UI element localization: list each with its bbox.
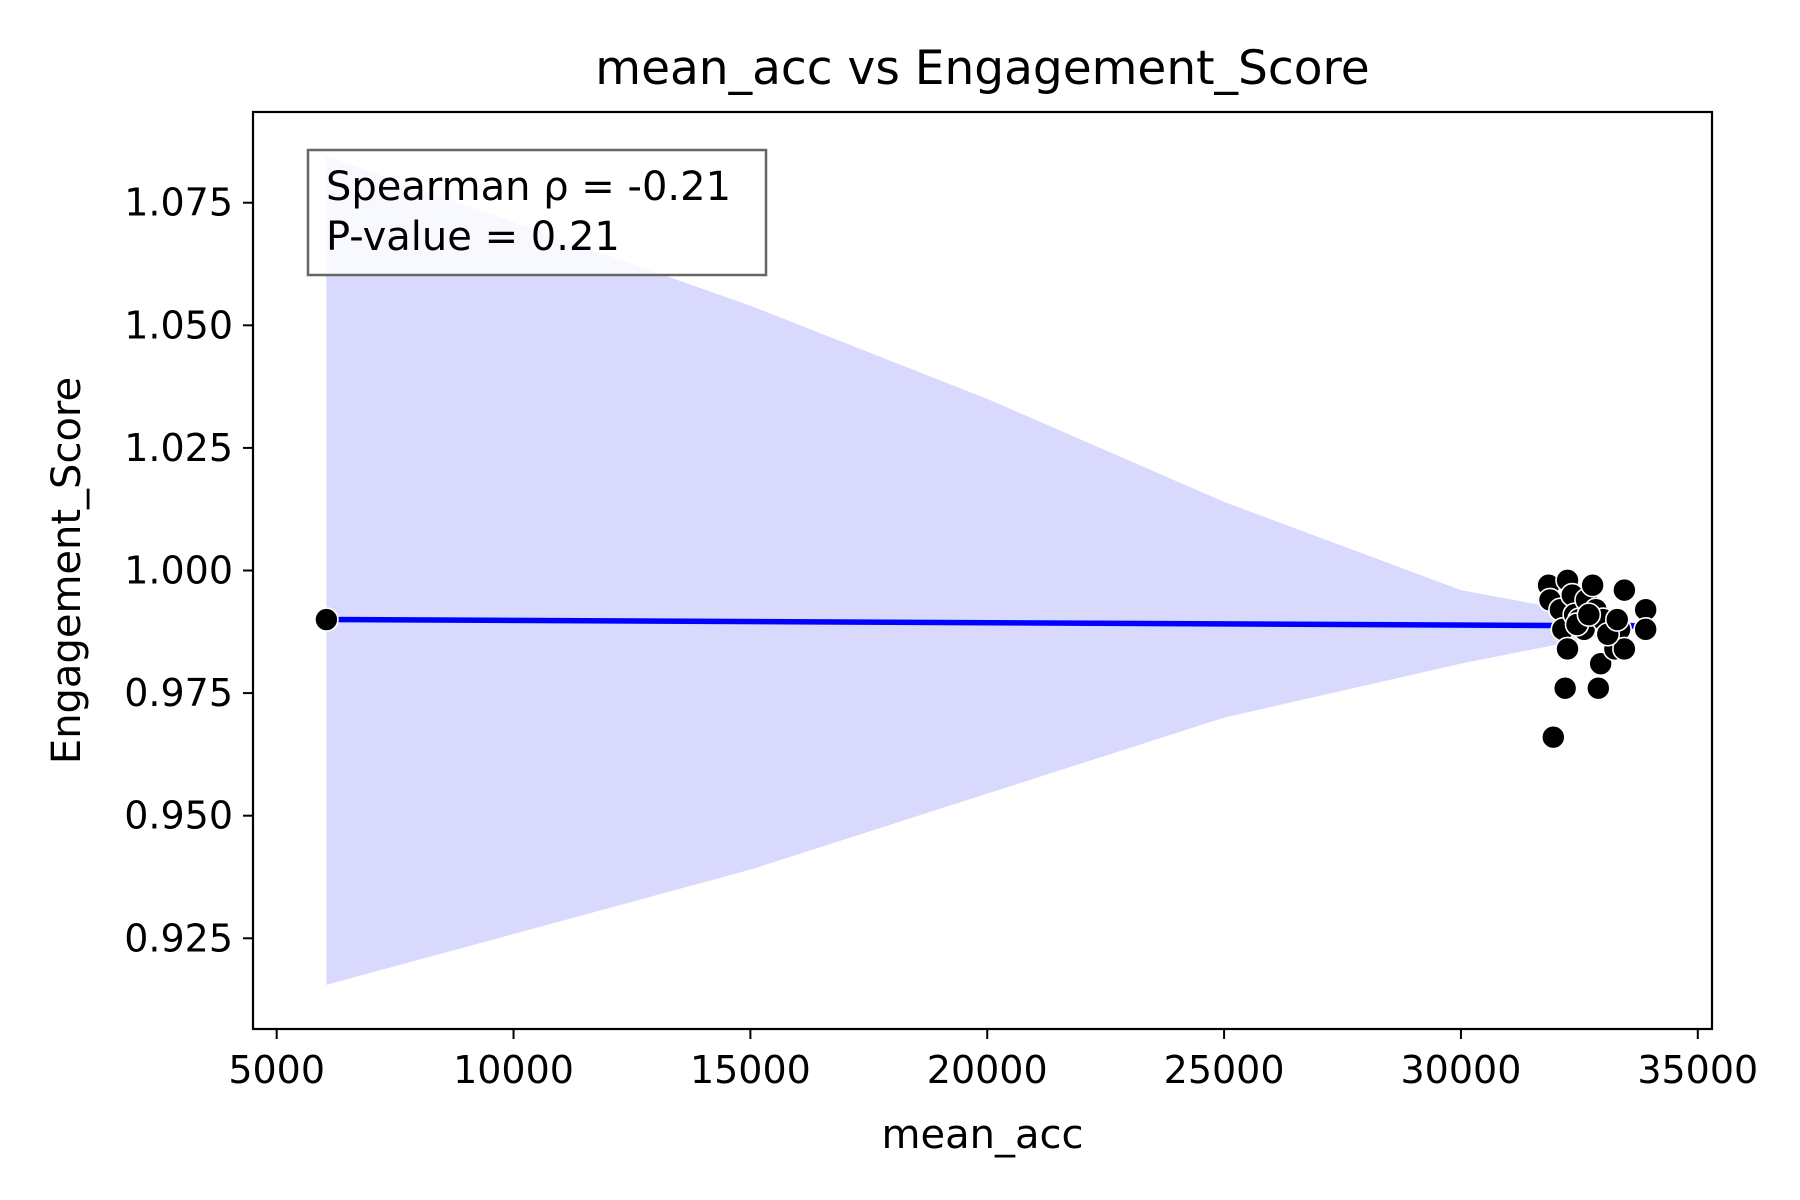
data-point (1541, 724, 1566, 750)
data-point (1588, 651, 1613, 676)
data-point (1576, 602, 1602, 627)
data-point (314, 607, 339, 632)
data-point (1580, 572, 1605, 598)
x-axis-ticks: 5000 10000 15000 20000 25000 30000 35000 (228, 1029, 1758, 1092)
y-axis-label: Engagement_Score (44, 377, 90, 764)
y-axis-ticks: 0.925 0.950 0.975 1.000 1.025 1.050 1.075 (124, 181, 253, 960)
stats-annotation-box (306, 148, 768, 277)
x-tick-label: 35000 (1637, 1048, 1758, 1092)
regression-line (323, 616, 1649, 629)
data-points-layer (314, 568, 1658, 750)
chart-title: mean_acc vs Engagement_Score (595, 41, 1369, 96)
x-tick-label: 5000 (228, 1048, 325, 1092)
data-point (1633, 617, 1658, 642)
x-tick-label: 30000 (1400, 1048, 1521, 1092)
regression-line-layer (323, 616, 1649, 629)
data-point (1555, 636, 1580, 662)
data-point (1604, 607, 1630, 632)
data-point (1552, 675, 1578, 701)
y-tick-label: 1.025 (124, 426, 233, 470)
y-tick-label: 0.950 (124, 794, 233, 838)
x-tick-label: 25000 (1164, 1048, 1285, 1092)
data-point (1612, 577, 1637, 603)
y-tick-label: 1.000 (124, 549, 233, 593)
data-point (1586, 675, 1611, 701)
stats-annotation: Spearman ρ = -0.21 P-value = 0.21 (306, 148, 768, 277)
y-tick-label: 1.050 (124, 303, 233, 347)
y-tick-label: 1.075 (124, 181, 233, 225)
confidence-band (326, 156, 1646, 985)
x-axis-label: mean_acc (882, 1112, 1084, 1158)
confidence-band-layer (326, 156, 1646, 985)
x-tick-label: 20000 (927, 1048, 1048, 1092)
x-tick-label: 10000 (453, 1048, 574, 1092)
p-value-text: P-value = 0.21 (326, 214, 620, 260)
y-tick-label: 0.925 (124, 916, 233, 960)
y-tick-label: 0.975 (124, 671, 233, 715)
x-tick-label: 15000 (690, 1048, 811, 1092)
data-point (1612, 636, 1637, 662)
spearman-text: Spearman ρ = -0.21 (326, 164, 731, 210)
